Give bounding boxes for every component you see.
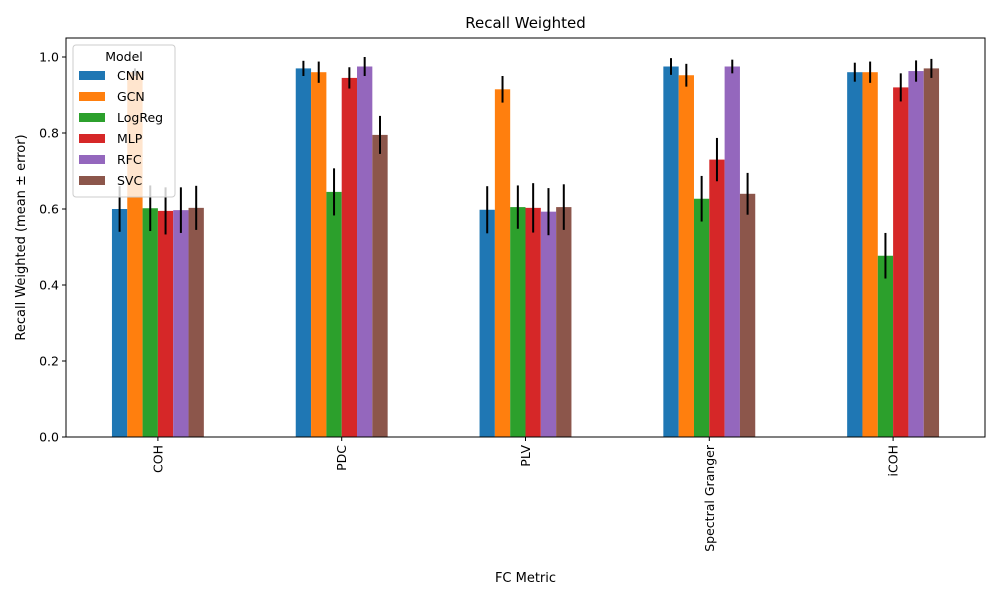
y-tick-label: 0.4	[39, 278, 59, 293]
x-axis-title: FC Metric	[495, 571, 556, 586]
bar	[188, 207, 204, 437]
legend-title: Model	[105, 49, 143, 64]
legend-swatch	[79, 134, 105, 143]
y-axis-title: Recall Weighted (mean ± error)	[14, 134, 29, 340]
bar	[663, 66, 679, 437]
bar	[311, 72, 327, 437]
bar	[739, 193, 756, 437]
chart-title: Recall Weighted	[465, 14, 586, 32]
bar	[556, 207, 572, 437]
bar	[893, 87, 909, 438]
legend: Model CNN GCN LogReg MLP RFC SVC	[72, 44, 176, 198]
bar	[357, 66, 373, 437]
bar	[494, 89, 511, 438]
legend-entry: GCN	[117, 89, 145, 104]
legend-entry: RFC	[117, 152, 142, 167]
legend-entry: LogReg	[117, 110, 163, 125]
bar	[372, 134, 388, 437]
bar	[908, 71, 924, 437]
legend-swatch	[79, 155, 105, 164]
bar	[173, 210, 189, 437]
bar	[157, 210, 174, 437]
x-tick-label: PDC	[334, 445, 349, 471]
legend-entry: CNN	[117, 68, 144, 83]
y-tick-label: 0.8	[39, 126, 59, 141]
y-axis: 0.0 0.2 0.4 0.6 0.8 1.0	[39, 50, 66, 445]
bar	[540, 211, 557, 437]
legend-swatch	[79, 176, 105, 185]
bar	[479, 209, 495, 437]
legend-entry: MLP	[117, 131, 143, 146]
bar	[510, 207, 526, 437]
y-tick-label: 0.2	[39, 354, 59, 369]
legend-swatch	[79, 113, 105, 122]
bar	[678, 75, 694, 438]
y-tick-label: 0.0	[39, 430, 59, 445]
bar	[341, 77, 358, 438]
bar	[847, 72, 863, 437]
x-tick-label: Spectral Granger	[702, 444, 717, 552]
bar	[326, 191, 342, 437]
x-tick-label: COH	[150, 445, 165, 473]
bar	[709, 159, 725, 437]
bar	[877, 255, 894, 437]
bar	[693, 198, 710, 437]
bar	[111, 209, 128, 437]
bar	[862, 72, 878, 437]
bar	[295, 68, 312, 438]
bar	[724, 66, 740, 437]
error-bars-layer	[118, 57, 933, 279]
y-tick-label: 0.6	[39, 202, 59, 217]
legend-swatch	[79, 92, 105, 101]
x-tick-label: PLV	[518, 445, 533, 467]
bar	[142, 208, 158, 437]
x-tick-label: iCOH	[886, 445, 901, 476]
y-tick-label: 1.0	[39, 50, 59, 65]
x-axis: COH PDC PLV Spectral Granger iCOH	[150, 437, 901, 552]
bar	[923, 68, 940, 438]
legend-swatch	[79, 71, 105, 80]
bar	[525, 207, 541, 437]
legend-entry: SVC	[117, 173, 142, 188]
